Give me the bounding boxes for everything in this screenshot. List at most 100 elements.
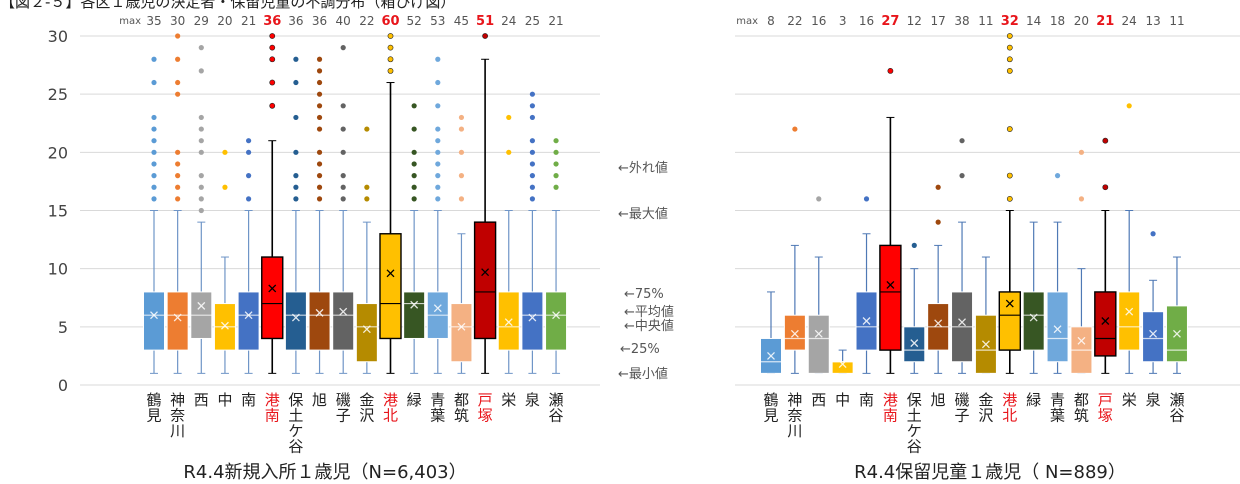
- ward-label-char: 神: [170, 391, 185, 409]
- outlier-point: [293, 56, 299, 62]
- outlier-point: [316, 103, 323, 109]
- outlier-point: [316, 184, 323, 190]
- y-tick-label: 15: [48, 202, 68, 221]
- ward-label-char: 谷: [1169, 407, 1184, 425]
- mean-marker: [790, 329, 799, 338]
- mean-marker: [1053, 325, 1062, 334]
- iqr-box: [355, 303, 378, 363]
- outlier-point: [198, 114, 204, 121]
- iqr-box: [473, 221, 497, 340]
- max-value: 14: [1026, 14, 1041, 28]
- ward-label-緑: 緑: [1026, 391, 1041, 409]
- ward-label-char: 谷: [288, 438, 303, 456]
- outlier-point: [458, 126, 465, 132]
- outlier-point: [387, 56, 394, 63]
- max-value: 38: [954, 14, 969, 28]
- ward-label-char: 都: [454, 391, 469, 409]
- box-series-right: [760, 33, 1188, 374]
- mean-marker: [552, 311, 561, 320]
- ward-label-鶴見: 鶴見: [763, 391, 778, 425]
- max-value: 16: [859, 14, 874, 28]
- iqr-box: [237, 291, 260, 351]
- box-都筑: [1070, 149, 1093, 374]
- outlier-point: [1006, 56, 1013, 63]
- mean-marker: [528, 313, 537, 322]
- ward-label-char: 栄: [501, 391, 516, 409]
- outlier-point: [198, 184, 204, 190]
- ward-label-char: 塚: [478, 407, 493, 425]
- outlier-point: [1006, 172, 1013, 179]
- box-鶴見: [760, 291, 782, 374]
- outlier-point: [1006, 195, 1013, 202]
- max-value: 17: [931, 14, 946, 28]
- outlier-point: [1078, 196, 1085, 202]
- panel-title-right: R4.4保留児童１歳児（ N=889）: [854, 462, 1126, 483]
- ward-label-戸塚: 戸塚: [478, 391, 493, 425]
- outlier-point: [935, 219, 941, 225]
- note-median: ←中央値: [624, 318, 674, 334]
- outlier-point: [269, 56, 276, 63]
- ward-label-char: 鶴: [146, 391, 161, 409]
- ward-labels-right: 鶴見神奈川西中南港南保土ケ谷旭 磯子金沢港北緑 青葉都筑戸塚栄泉瀬谷: [763, 391, 1184, 456]
- box-神奈川: [783, 126, 806, 374]
- box-港北: [998, 33, 1021, 374]
- max-value: 45: [454, 14, 469, 28]
- max-value: 21: [548, 14, 563, 28]
- ward-label-char: 港: [883, 391, 898, 409]
- ward-label-char: 北: [1002, 407, 1017, 425]
- box-瀬谷: [1165, 256, 1188, 374]
- outlier-point: [151, 114, 157, 121]
- outlier-point: [387, 33, 394, 39]
- iqr-box: [379, 233, 402, 340]
- outlier-point: [340, 103, 346, 109]
- iqr-box: [450, 303, 473, 363]
- ward-label-西: 西: [194, 391, 209, 409]
- ward-label-char: 青: [1050, 391, 1065, 409]
- outlier-point: [340, 173, 346, 179]
- box-栄: [497, 114, 520, 374]
- ward-label-char: 筑: [1074, 407, 1089, 425]
- ward-label-char: 沢: [978, 407, 993, 425]
- ward-label-泉: 泉: [1146, 391, 1161, 409]
- outlier-point: [482, 33, 488, 39]
- outlier-point: [411, 126, 417, 132]
- box-磯子: [951, 138, 974, 374]
- max-value: 36: [263, 14, 281, 29]
- ward-label-char: 磯: [336, 391, 351, 409]
- outlier-point: [529, 173, 536, 179]
- ward-label-都筑: 都筑: [1074, 391, 1089, 425]
- ward-label-栄: 栄: [501, 391, 516, 409]
- outlier-point: [151, 149, 157, 155]
- mean-marker: [934, 319, 943, 328]
- ward-label-char: 南: [241, 391, 256, 409]
- max-value: 21: [241, 14, 256, 28]
- box-緑: [1022, 221, 1045, 374]
- max-value: 51: [476, 14, 494, 29]
- box-series: [143, 33, 568, 374]
- box-青葉: [426, 56, 449, 374]
- outlier-point: [198, 196, 204, 202]
- outlier-point: [222, 149, 228, 155]
- box-泉: [521, 91, 544, 374]
- ward-label-char: 見: [146, 407, 161, 425]
- panel-title-left: R4.4新規入所１歳児（N=6,403）: [183, 462, 466, 483]
- mean-marker: [173, 313, 182, 322]
- outlier-point: [364, 196, 370, 202]
- outlier-point: [411, 184, 417, 190]
- outlier-point: [316, 149, 323, 155]
- iqr-box: [521, 291, 544, 351]
- outlier-point: [458, 149, 465, 155]
- ward-label-金沢: 金沢: [978, 391, 993, 425]
- ward-label-char: 川: [170, 422, 185, 440]
- outlier-point: [151, 184, 157, 190]
- max-value: 12: [907, 14, 922, 28]
- outlier-point: [316, 56, 323, 62]
- outlier-point: [293, 149, 299, 155]
- ward-label-char: 西: [194, 391, 209, 409]
- box-磯子: [332, 45, 355, 374]
- mean-marker: [433, 304, 442, 313]
- outlier-point: [863, 196, 870, 202]
- outlier-point: [293, 173, 299, 179]
- ward-label-char: 都: [1074, 391, 1089, 409]
- ward-label-char: 港: [1002, 391, 1017, 409]
